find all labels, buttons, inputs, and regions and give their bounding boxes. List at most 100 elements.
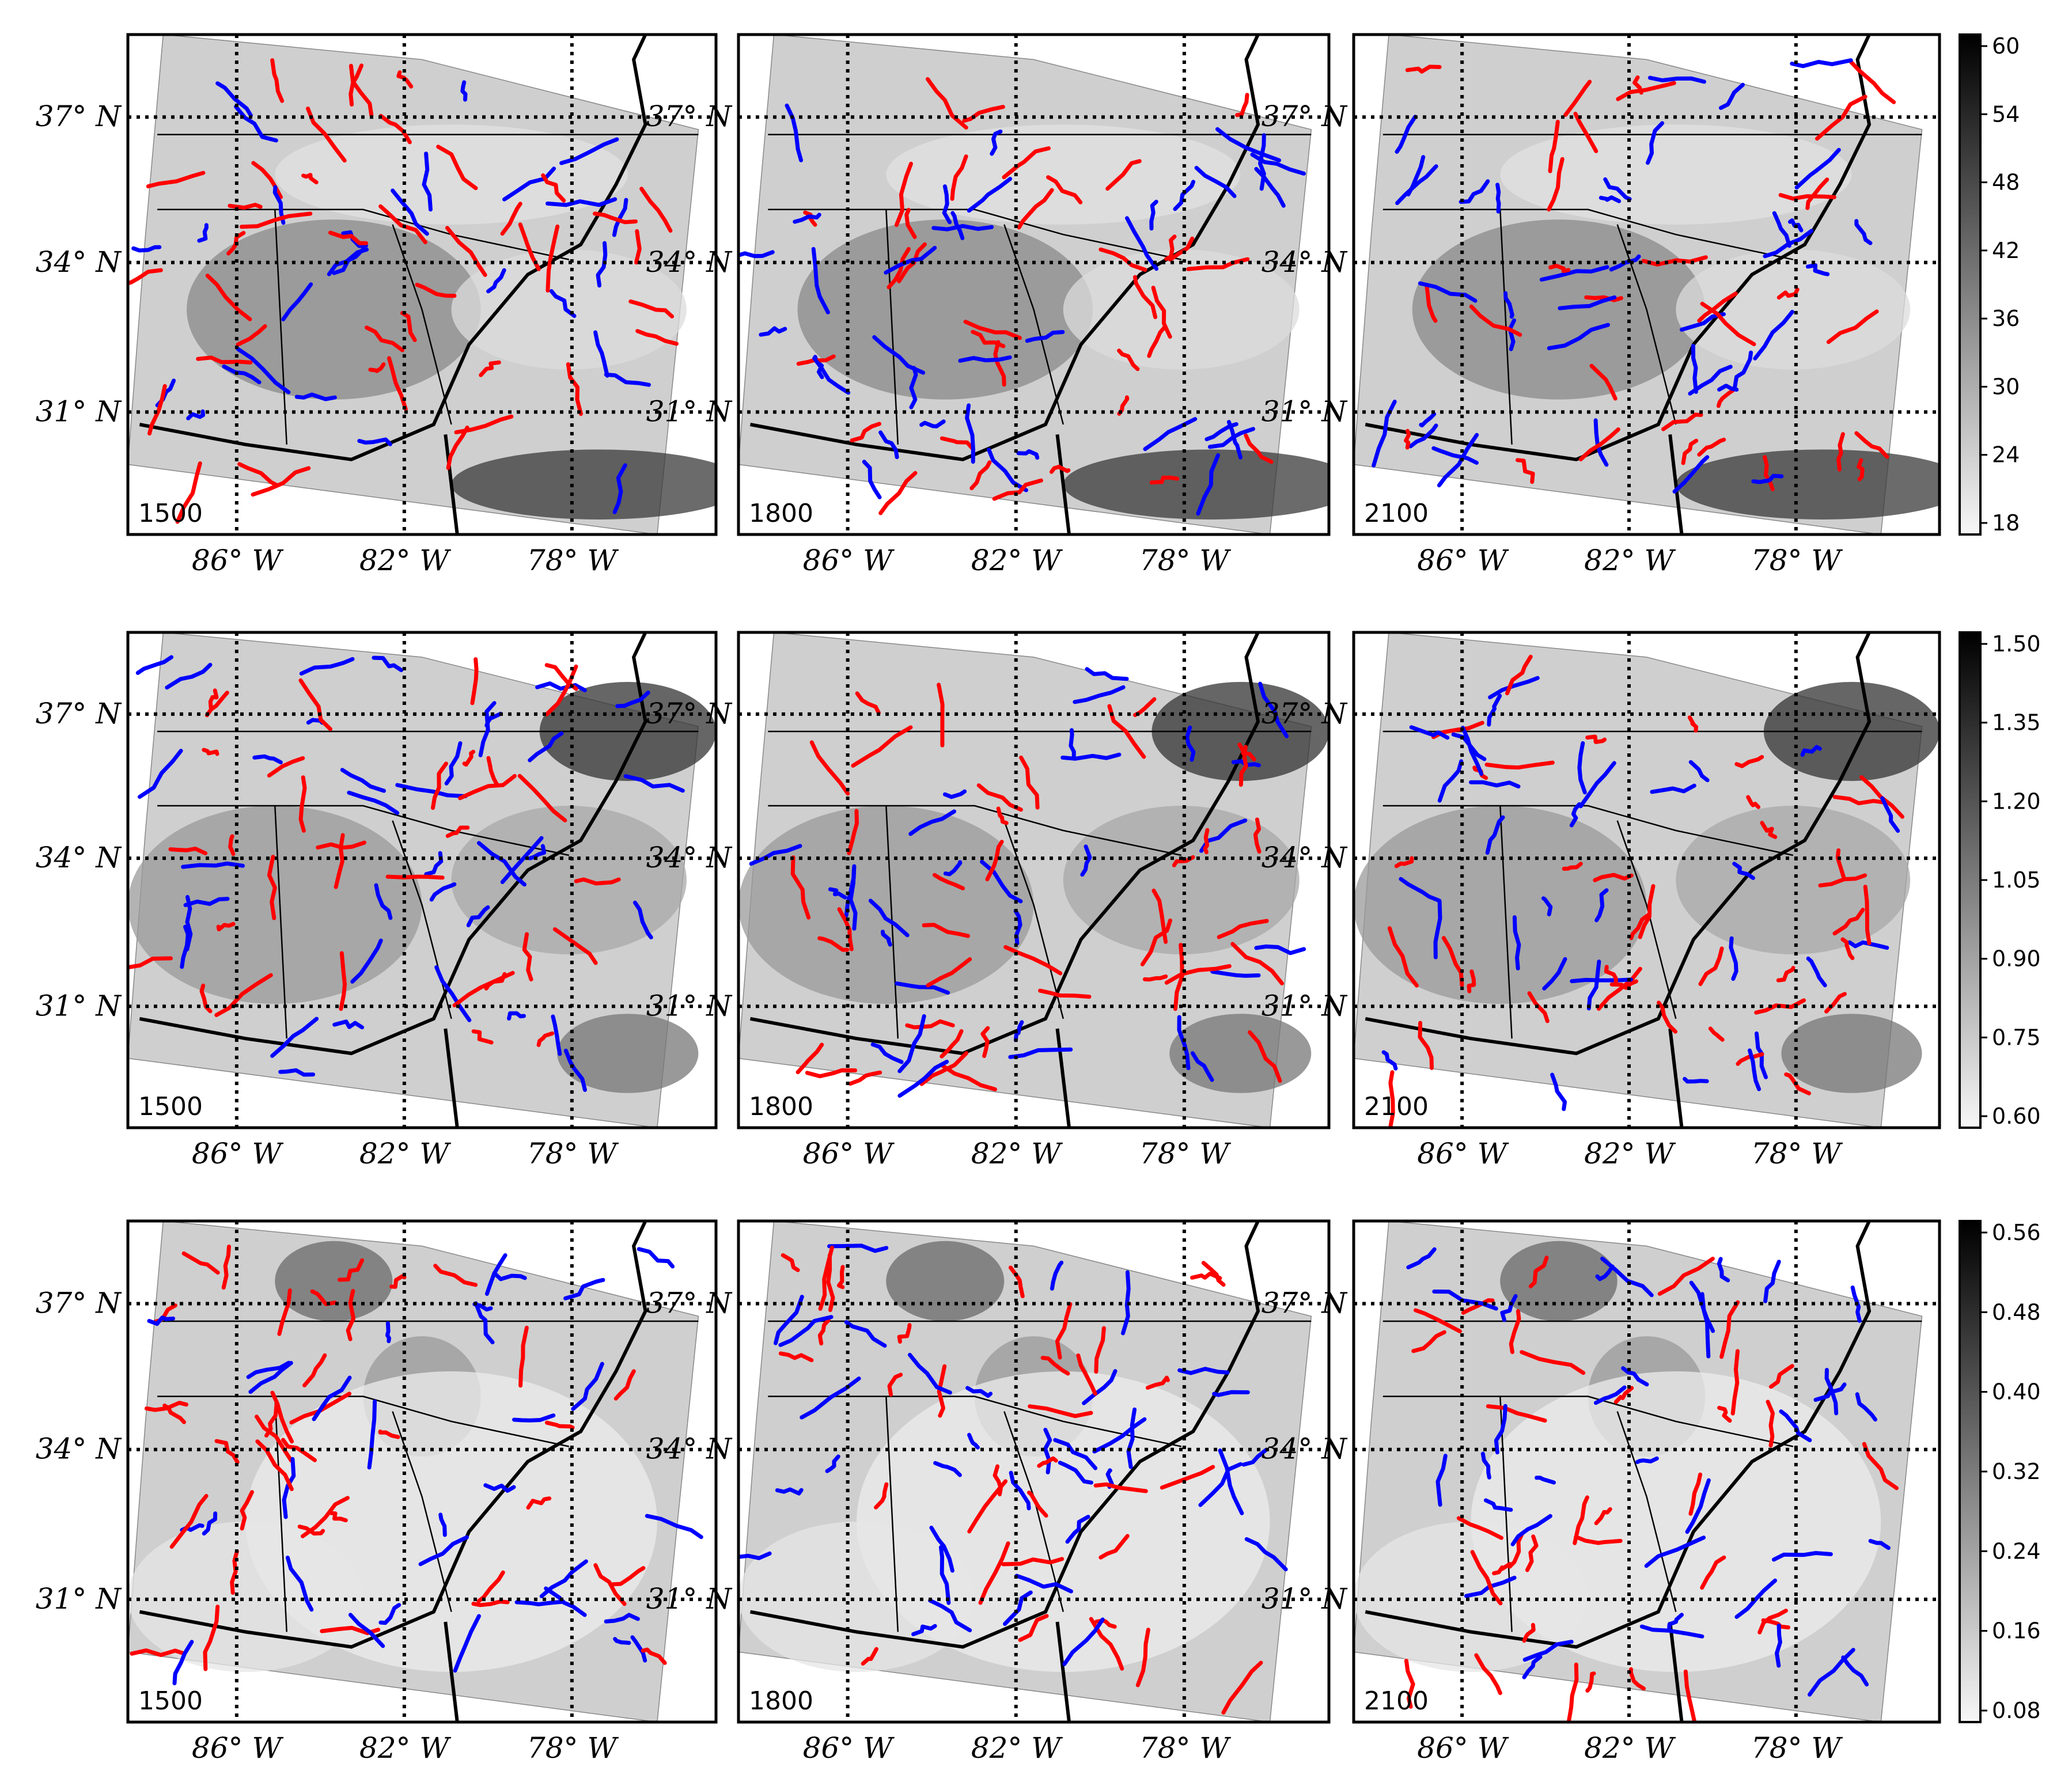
field-shading [1063,249,1300,370]
warm-front [922,923,970,938]
warm-front [281,1438,317,1462]
cold-front [1868,1539,1891,1550]
latitude-label: 34° N [36,1432,123,1466]
warm-front [874,1482,889,1510]
warm-front [976,783,1023,812]
cold-front [546,197,618,207]
colorbar-row-2: 1.50 1.35 1.20 1.05 0.90 0.75 0.60 [1959,631,2041,1129]
cold-front [1488,676,1540,700]
latitude-label: 34° N [36,245,123,279]
warm-front [1857,458,1865,481]
latitude-label: 34° N [1262,841,1348,874]
cold-front [185,894,193,951]
cold-front [778,1315,834,1347]
cold-front [474,1301,495,1345]
warm-front [216,922,236,932]
state-border [157,1396,570,1447]
cold-front [1058,1461,1093,1485]
warm-front [634,229,642,265]
cold-front [347,790,400,815]
cold-front [1507,318,1517,351]
cold-front [395,783,468,798]
warm-front [337,1258,365,1282]
cold-front [1667,1613,1684,1630]
warm-front [1003,945,1063,976]
warm-front [221,1244,231,1290]
cold-front [1025,330,1065,343]
field-shading [886,124,1241,225]
cold-front [559,137,619,165]
cold-front [1125,216,1159,271]
warm-front [796,1042,824,1075]
cold-front [1718,82,1745,110]
colorbar-tick-label: 0.90 [1992,946,2041,972]
warm-front [168,847,208,855]
cold-front [1717,1257,1730,1283]
warm-front [817,1318,831,1346]
cold-front [270,1017,319,1058]
cold-front [596,241,608,288]
cold-front [1218,1449,1244,1515]
latitude-label: 31° N [1262,395,1348,428]
warm-front [1573,112,1598,153]
cold-front [897,1014,926,1074]
cold-front [1647,75,1706,84]
cold-front [1685,1478,1711,1534]
cold-front [793,213,821,224]
cold-front [1535,1476,1556,1485]
warm-front [204,691,229,718]
warm-front [1505,654,1533,696]
warm-front [778,1351,814,1363]
cold-front [1395,164,1438,206]
warm-front [963,320,1022,340]
colorbar-tick-label: 30 [1992,374,2020,399]
time-label: 2100 [1364,499,1429,528]
cold-front [1522,1655,1543,1679]
warm-front [1594,1507,1612,1526]
coastline [139,35,647,461]
cold-front [1650,783,1696,794]
cold-front [372,655,404,673]
cold-front [967,177,1013,213]
cold-front [1210,969,1261,978]
cold-front [929,1526,954,1573]
warm-front [255,1439,294,1491]
cold-front [535,681,587,692]
warm-front [1746,795,1760,809]
cold-front [1194,165,1237,198]
warm-front [593,211,638,225]
state-border [157,805,570,856]
cold-front [484,1253,507,1296]
warm-front [1186,257,1250,271]
warm-front [937,682,945,748]
warm-front [1046,175,1083,204]
cold-front [1558,295,1617,310]
cold-front [507,1011,526,1021]
warm-front [267,756,305,778]
colorbar-tick-label: 60 [1992,33,2020,59]
cold-front [908,809,956,836]
warm-front [1394,856,1414,869]
cold-front [943,860,963,877]
warm-front [1098,247,1147,272]
cold-front [1016,449,1040,460]
state-border [1382,805,1794,856]
cold-front [460,80,468,102]
cold-front [571,1362,604,1411]
warm-front [611,1566,646,1587]
warm-front [897,1323,912,1344]
panel-frame [1352,631,1941,1129]
cold-front [812,356,851,395]
warm-front [1836,432,1845,472]
cold-front [294,392,337,401]
warm-front [230,1549,239,1595]
colorbar-tick-label: 0.08 [1992,1698,2041,1723]
cold-front [357,437,392,446]
cold-front [1763,1260,1781,1303]
colorbar-tick-label: 42 [1992,238,2020,263]
warm-front [471,1029,494,1045]
warm-front [940,436,975,452]
warm-front [470,657,479,706]
warm-front [267,855,277,920]
